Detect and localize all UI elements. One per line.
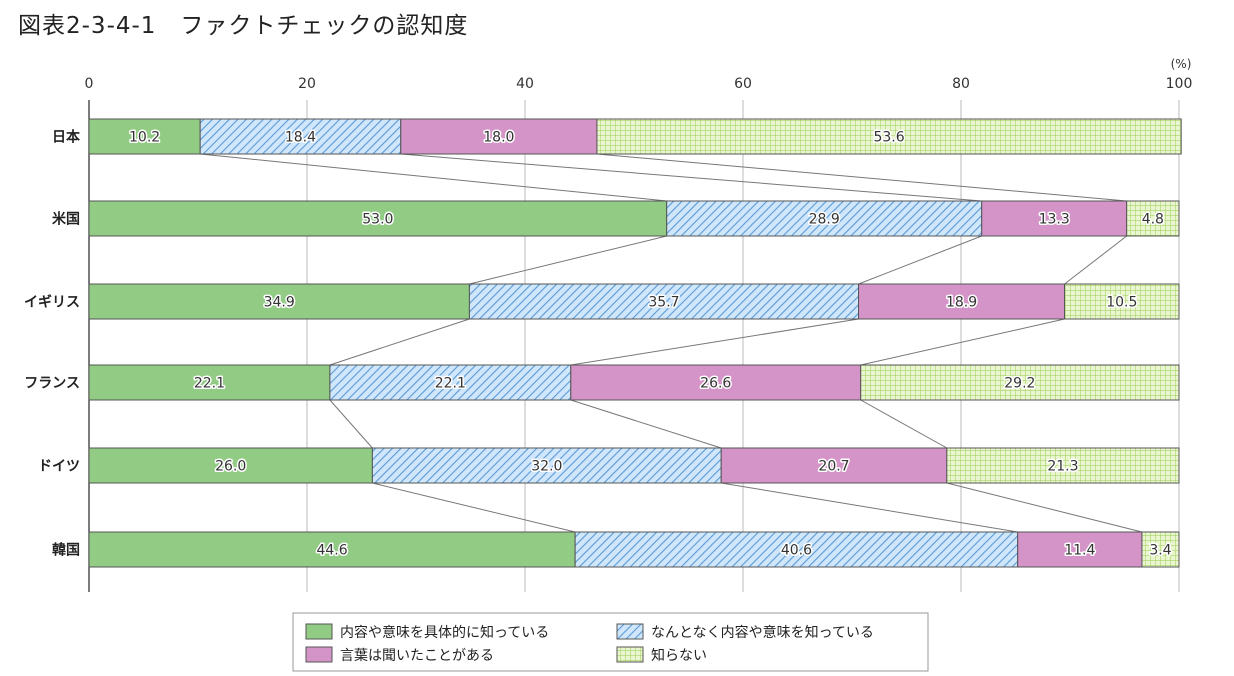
bar-segment [199, 118, 402, 155]
legend-label: 言葉は聞いたことがある [340, 648, 494, 664]
data-label: 10.2 [129, 130, 160, 146]
data-label: 3.4 [1149, 543, 1171, 559]
data-label: 18.4 [285, 130, 316, 146]
x-tick-label: 100 [1166, 76, 1193, 92]
data-label: 13.3 [1039, 212, 1070, 228]
bar-segment [858, 283, 1066, 320]
data-label: 20.7 [818, 459, 849, 475]
data-label: 28.9 [809, 212, 840, 228]
bar-segment [88, 447, 373, 484]
connector-line [721, 482, 1018, 533]
connector-line [200, 153, 667, 202]
bar-segment [400, 118, 598, 155]
bar-segment [88, 364, 331, 401]
bar-segment [981, 200, 1128, 237]
connector-line [860, 318, 1065, 366]
connector-line [860, 399, 948, 449]
bar-segment [88, 283, 470, 320]
data-label: 40.6 [781, 543, 812, 559]
x-tick-label: 40 [516, 76, 534, 92]
connector-line [469, 235, 667, 285]
x-tick-label: 20 [298, 76, 316, 92]
figure-title: 図表2-3-4-1 ファクトチェックの認知度 [18, 13, 469, 39]
connector-line [1064, 235, 1127, 285]
connector-line [858, 235, 982, 285]
data-label: 26.6 [700, 376, 731, 392]
bar-segment [1017, 531, 1143, 568]
bar-segment [1064, 283, 1180, 320]
x-unit-label: (%) [1171, 57, 1192, 71]
connector-line [329, 399, 373, 449]
data-label: 21.3 [1047, 459, 1078, 475]
bar-segment [88, 118, 201, 155]
x-tick-label: 0 [85, 76, 94, 92]
x-axis: 0 20 40 60 80 100 (%) [85, 57, 1193, 92]
data-label: 26.0 [215, 459, 246, 475]
data-label: 11.4 [1064, 543, 1095, 559]
data-label: 53.6 [873, 130, 904, 146]
data-label: 4.8 [1142, 212, 1164, 228]
category-label: 米国 [52, 211, 80, 228]
connector-line [596, 153, 1127, 202]
category-label: 日本 [52, 129, 81, 146]
connector-line [570, 399, 722, 449]
bar-segment [720, 447, 948, 484]
legend-label: なんとなく内容や意味を知っている [651, 624, 874, 641]
bar-segment [596, 118, 1182, 155]
gridlines [88, 100, 1180, 592]
legend-swatch [305, 646, 333, 663]
x-tick-label: 80 [952, 76, 970, 92]
value-labels: 10.2 18.4 18.0 53.6 53.0 28.9 13.3 4.8 34.9 35.7 1… [128, 128, 1174, 560]
data-label: 53.0 [362, 212, 393, 228]
data-label: 35.7 [648, 295, 679, 311]
data-label: 22.1 [435, 376, 466, 392]
data-label: 18.9 [946, 295, 977, 311]
bar-segment [946, 447, 1180, 484]
data-label: 44.6 [316, 543, 347, 559]
legend-label: 内容や意味を具体的に知っている [340, 624, 549, 641]
x-tick-label: 60 [734, 76, 752, 92]
connector-line [946, 482, 1143, 533]
data-label: 22.1 [194, 376, 225, 392]
category-label: フランス [24, 376, 80, 392]
data-label: 32.0 [531, 459, 562, 475]
bar-segment [666, 200, 983, 237]
legend-swatch [616, 623, 644, 640]
legend: 内容や意味を具体的に知っている なんとなく内容や意味を知っている言葉は聞いたことが… [292, 612, 929, 672]
bar-segment [329, 364, 572, 401]
connector-line [329, 318, 470, 366]
bar-segment [468, 283, 860, 320]
bars [88, 118, 1182, 568]
connector-line [372, 482, 576, 533]
legend-box [292, 612, 929, 672]
data-label: 29.2 [1004, 376, 1035, 392]
data-label: 18.0 [483, 130, 514, 146]
connector-line [400, 153, 982, 202]
bar-segment [88, 531, 576, 568]
data-label: 10.5 [1106, 295, 1137, 311]
bar-segment [1141, 531, 1180, 568]
bar-segment [570, 364, 862, 401]
category-label: 韓国 [52, 542, 80, 559]
category-label: イギリス [24, 294, 80, 311]
category-label: ドイツ [38, 459, 80, 475]
bar-segment [574, 531, 1019, 568]
legend-label: 知らない [651, 647, 707, 664]
legend-swatch [305, 623, 333, 640]
connector-lines [200, 153, 1143, 533]
bar-segment [860, 364, 1180, 401]
data-label: 34.9 [264, 295, 295, 311]
bar-segment [371, 447, 722, 484]
connector-line [570, 318, 859, 366]
legend-swatch [616, 646, 644, 663]
bar-segment [1126, 200, 1180, 237]
